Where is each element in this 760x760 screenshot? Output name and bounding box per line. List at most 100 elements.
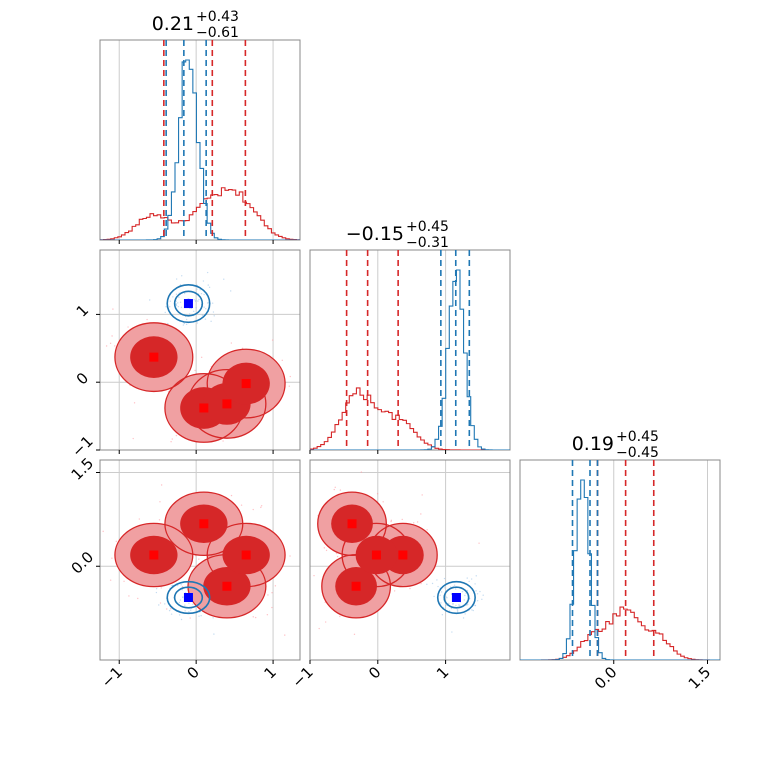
sample-dot-blue — [223, 278, 225, 280]
blue-contour-outer — [436, 580, 476, 615]
x-tick-label: 1.5 — [685, 663, 715, 693]
panel-0-0 — [99, 39, 301, 241]
sample-dot-blue — [165, 306, 167, 308]
sample-dot-blue — [167, 322, 169, 325]
sample-dot-red — [200, 356, 203, 359]
panel-1-0 — [99, 249, 301, 451]
sample-dot-blue — [168, 609, 171, 612]
sample-dot-red — [393, 590, 396, 592]
sample-dot-blue — [164, 311, 166, 314]
sample-dot-blue — [456, 611, 459, 613]
sample-dot-blue — [464, 613, 466, 615]
histogram-0 — [100, 40, 300, 240]
truth-marker-red — [241, 379, 251, 389]
sample-dot-red — [333, 488, 335, 491]
sample-dot-red — [109, 342, 112, 345]
blue-contour-outer — [166, 284, 211, 324]
histogram-1 — [310, 250, 510, 450]
sample-dot-red — [325, 549, 328, 552]
sample-dot-blue — [475, 590, 477, 592]
sample-dot-red — [409, 587, 411, 590]
sample-dot-blue — [450, 593, 453, 595]
sample-dot-blue — [200, 292, 203, 295]
panel-title: 0.21 — [152, 13, 194, 35]
truth-marker-red — [222, 581, 232, 591]
sample-dot-blue — [474, 583, 476, 585]
x-tick-label: 1 — [433, 663, 452, 682]
y-tick-label: 0 — [73, 369, 92, 388]
sample-dot-red — [376, 493, 379, 495]
sample-dot-blue — [170, 613, 173, 615]
sample-dot-blue — [203, 293, 205, 296]
sample-dot-blue — [179, 301, 182, 303]
panel-title: 0.19 — [572, 433, 614, 455]
sample-dot-red — [360, 471, 363, 473]
sample-dot-blue — [207, 302, 210, 304]
sample-dot-red — [420, 513, 422, 515]
scatter-panel-1-0 — [105, 271, 291, 443]
sample-dot-blue — [212, 617, 214, 619]
sample-dot-blue — [187, 297, 189, 300]
sample-dot-red — [339, 615, 341, 618]
sample-dot-blue — [461, 590, 464, 593]
sample-dot-blue — [185, 318, 188, 321]
sample-dot-red — [313, 574, 315, 577]
sample-dot-blue — [149, 299, 151, 301]
sample-dot-red — [123, 580, 125, 582]
sample-dot-blue — [440, 591, 443, 593]
panel-title-minus: −0.31 — [406, 235, 449, 251]
sample-dot-blue — [178, 614, 181, 616]
sample-dot-red — [102, 530, 104, 533]
sample-dot-blue — [194, 300, 197, 302]
sample-dot-red — [128, 595, 130, 597]
scatter-panel-2-0 — [102, 484, 291, 636]
sample-dot-red — [478, 542, 480, 544]
x-tick-label: 0 — [365, 663, 384, 682]
blue-contour-inner — [173, 586, 204, 609]
sample-dot-red — [112, 308, 114, 310]
blue-contour-outer — [166, 580, 211, 615]
sample-dot-red — [284, 634, 286, 636]
sample-dot-blue — [474, 604, 476, 607]
sample-dot-blue — [482, 594, 484, 596]
panel-frame — [99, 459, 301, 661]
sample-dot-red — [132, 437, 134, 440]
sample-dot-red — [401, 518, 403, 521]
sample-dot-blue — [183, 292, 186, 295]
sample-dot-blue — [453, 584, 456, 586]
sample-dot-red — [133, 402, 136, 404]
sample-dot-red — [240, 504, 243, 506]
sample-dot-red — [288, 385, 291, 387]
sample-dot-blue — [457, 609, 459, 611]
sample-dot-red — [260, 506, 262, 509]
sample-dot-blue — [182, 324, 185, 326]
sample-dot-blue — [164, 603, 166, 605]
sample-dot-blue — [440, 602, 442, 604]
sample-dot-blue — [181, 589, 183, 591]
sample-dot-blue — [443, 577, 446, 580]
sample-dot-red — [159, 501, 161, 503]
sample-dot-blue — [466, 604, 468, 606]
sample-dot-red — [334, 486, 336, 489]
sample-dot-blue — [181, 275, 183, 277]
sample-dot-red — [416, 521, 419, 523]
x-tick-label: 0 — [184, 663, 203, 682]
sample-dot-red — [289, 555, 291, 557]
sample-dot-blue — [172, 296, 174, 298]
sample-dot-blue — [188, 602, 190, 604]
sample-dot-blue — [448, 602, 450, 605]
sample-dot-red — [175, 434, 178, 437]
histogram-blue — [100, 59, 300, 240]
sample-dot-red — [146, 318, 148, 321]
truth-marker-blue — [451, 593, 461, 602]
sample-dot-blue — [183, 322, 186, 325]
sample-dot-red — [323, 547, 326, 549]
sample-dot-blue — [462, 617, 465, 619]
sample-dot-red — [252, 616, 254, 618]
panel-frame — [309, 459, 511, 661]
sample-dot-red — [171, 438, 173, 440]
sample-dot-blue — [188, 313, 191, 315]
panel-frame — [99, 39, 301, 241]
sample-dot-red — [159, 602, 162, 604]
